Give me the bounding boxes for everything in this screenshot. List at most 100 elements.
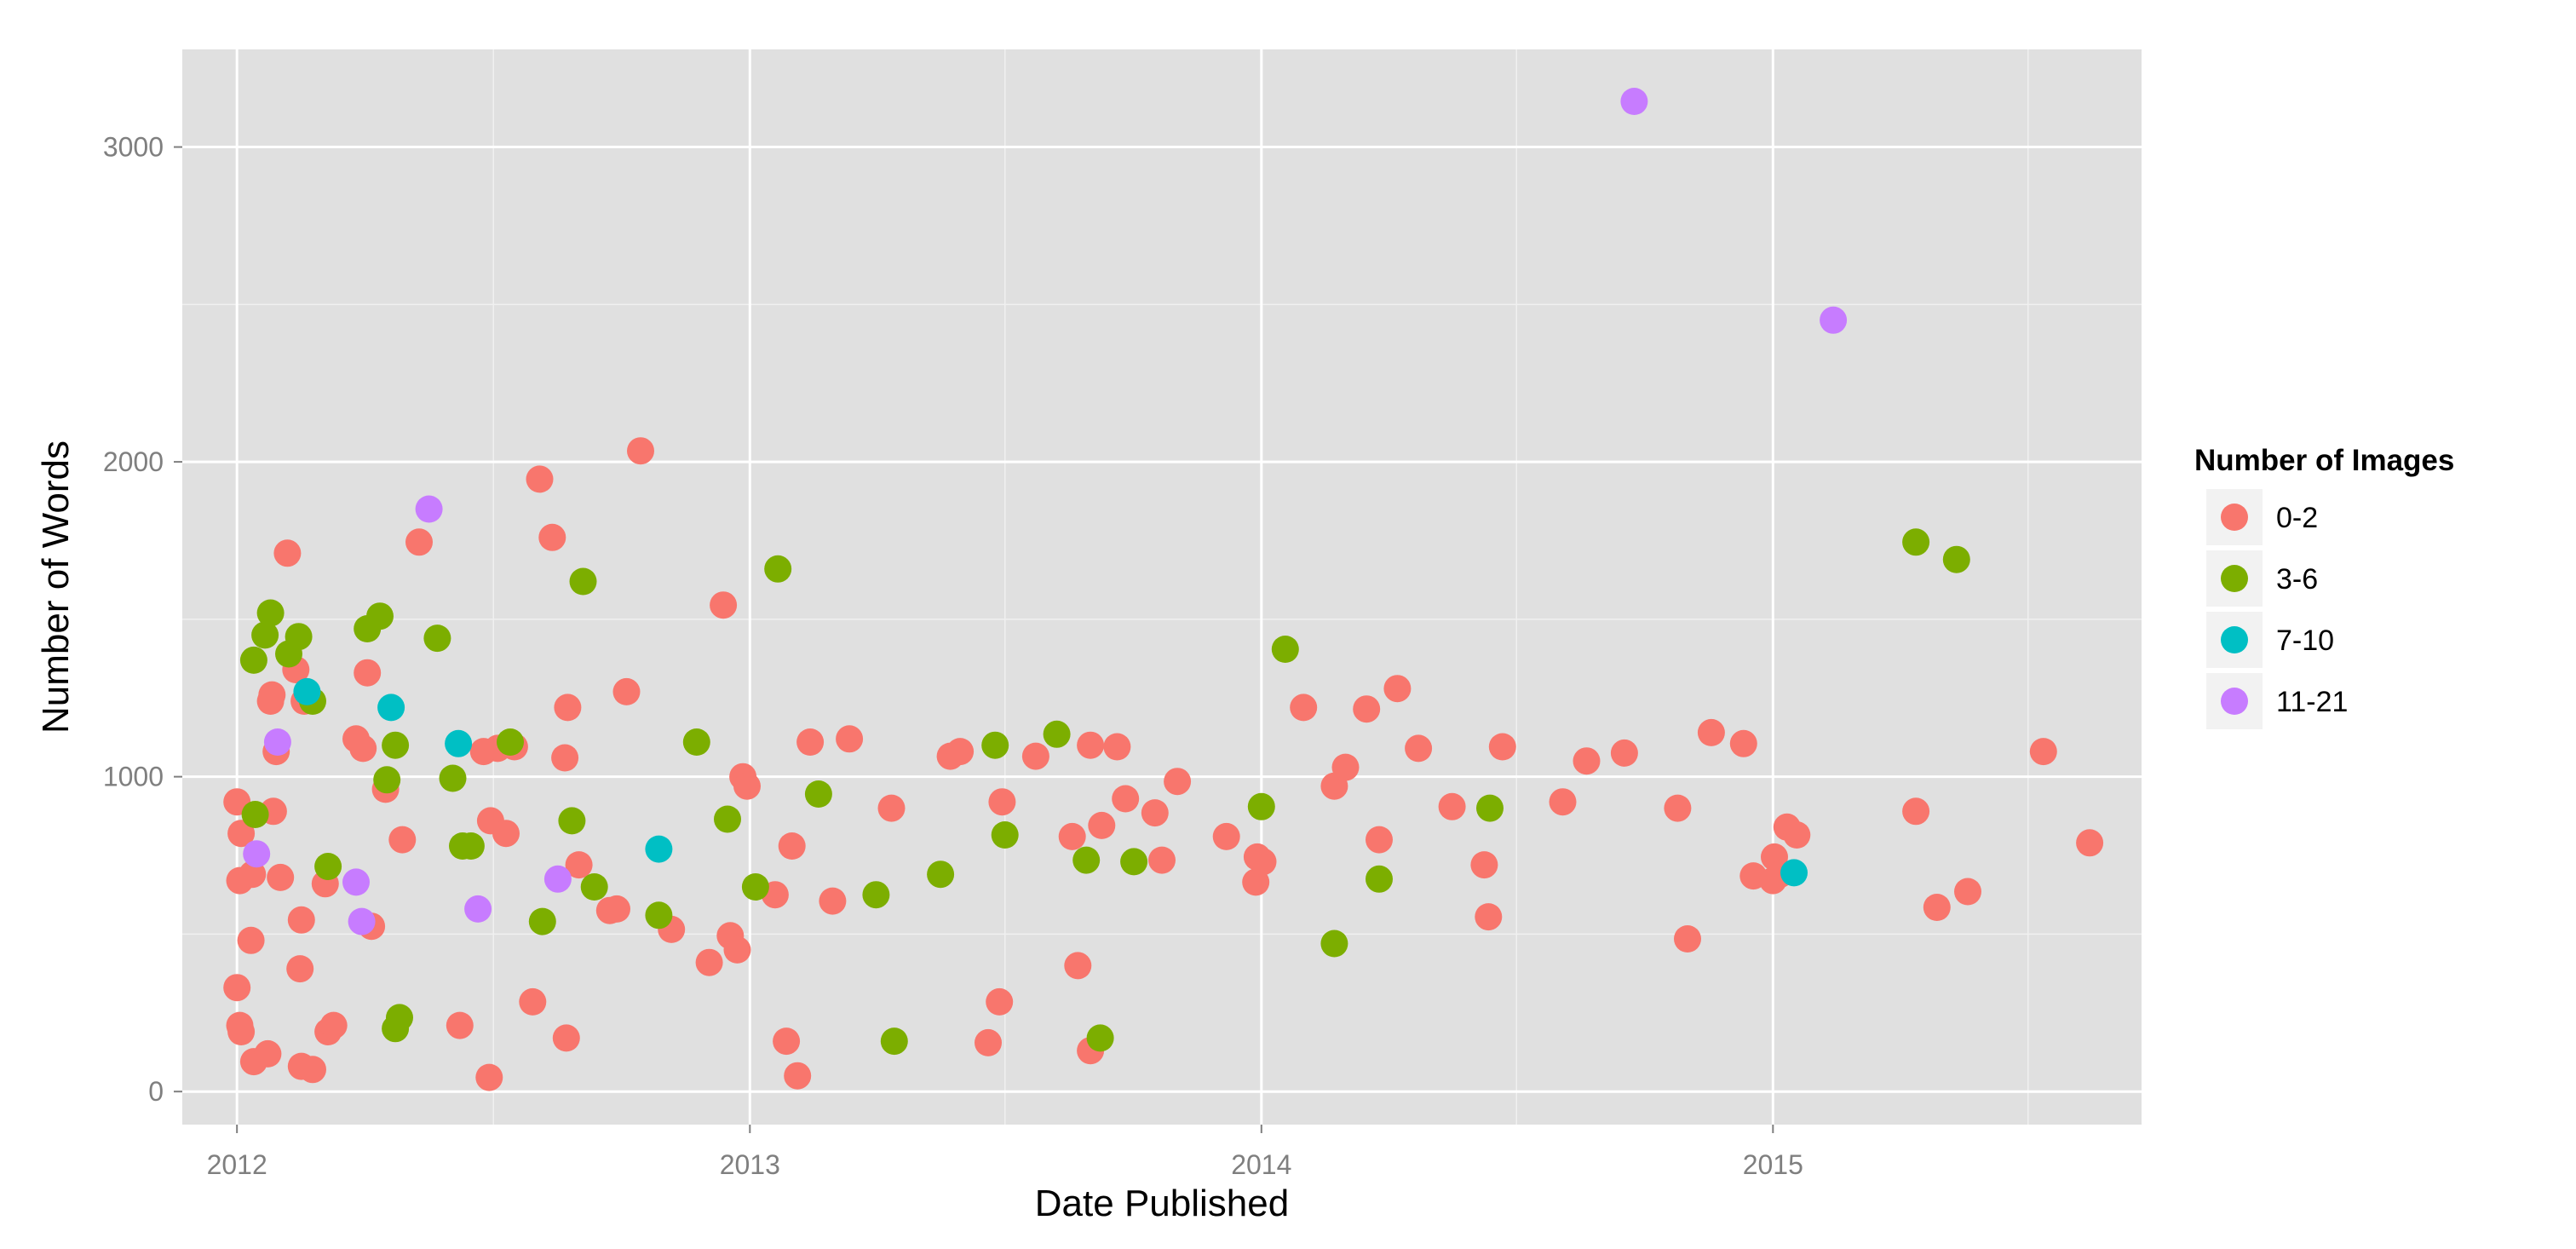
- data-point-0-2: [349, 734, 377, 763]
- data-point-3-6: [382, 731, 410, 759]
- data-point-0-2: [1470, 851, 1498, 879]
- data-point-7-10: [645, 835, 673, 863]
- data-point-11-21: [342, 868, 370, 896]
- data-point-3-6: [764, 555, 792, 583]
- data-point-0-2: [258, 681, 286, 709]
- data-point-0-2: [1331, 753, 1360, 781]
- data-point-0-2: [1249, 848, 1277, 876]
- data-point-3-6: [1902, 528, 1930, 556]
- data-point-3-6: [862, 881, 890, 909]
- legend-swatch-11-21: [2221, 688, 2248, 715]
- data-point-3-6: [682, 728, 710, 756]
- data-point-0-2: [319, 1011, 348, 1039]
- data-point-0-2: [1697, 718, 1725, 746]
- data-point-0-2: [223, 974, 251, 1002]
- data-point-0-2: [273, 539, 302, 567]
- data-point-0-2: [267, 863, 295, 891]
- data-point-0-2: [239, 860, 267, 889]
- data-point-3-6: [569, 567, 597, 596]
- data-point-0-2: [1923, 894, 1951, 921]
- data-point-0-2: [551, 744, 579, 772]
- data-point-0-2: [723, 935, 751, 964]
- data-point-0-2: [695, 948, 723, 976]
- data-point-3-6: [1247, 792, 1275, 820]
- data-point-0-2: [1353, 695, 1381, 723]
- data-point-3-6: [981, 731, 1009, 759]
- data-point-0-2: [877, 794, 906, 822]
- data-point-0-2: [1438, 792, 1466, 820]
- data-point-0-2: [552, 1024, 580, 1052]
- data-point-3-6: [1086, 1024, 1114, 1052]
- data-point-0-2: [1674, 925, 1701, 953]
- data-point-0-2: [1783, 821, 1811, 849]
- legend-items: 0-2 3-6 7-10 11-21: [2206, 489, 2348, 729]
- legend: Number of Images 0-2 3-6 7-10 11-21: [2194, 444, 2454, 729]
- data-point-0-2: [227, 820, 256, 848]
- data-point-0-2: [1902, 797, 1930, 826]
- data-point-0-2: [1164, 768, 1192, 796]
- data-point-0-2: [475, 1063, 503, 1091]
- data-point-0-2: [986, 987, 1014, 1016]
- legend-label-3-6: 3-6: [2276, 563, 2318, 596]
- data-point-0-2: [1488, 733, 1516, 761]
- data-point-0-2: [1212, 822, 1240, 850]
- data-point-3-6: [927, 860, 955, 889]
- data-point-0-2: [836, 725, 864, 753]
- data-points: [223, 88, 2104, 1091]
- legend-label-7-10: 7-10: [2276, 624, 2334, 657]
- y-tick-label: 1000: [103, 762, 164, 792]
- data-point-0-2: [1088, 811, 1116, 839]
- legend-label-11-21: 11-21: [2276, 686, 2348, 718]
- data-point-3-6: [645, 901, 673, 930]
- data-point-0-2: [287, 906, 315, 934]
- data-point-3-6: [439, 764, 467, 792]
- axis-ticks: [174, 146, 1774, 1133]
- data-point-11-21: [464, 895, 492, 923]
- data-point-3-6: [741, 873, 769, 901]
- minor-gridlines: [182, 49, 2142, 1125]
- data-point-3-6: [241, 801, 269, 828]
- data-point-0-2: [612, 677, 641, 705]
- data-point-0-2: [988, 788, 1016, 816]
- x-tick-label: 2014: [1231, 1149, 1291, 1180]
- data-point-0-2: [388, 826, 417, 854]
- legend-title: Number of Images: [2194, 444, 2454, 477]
- data-point-0-2: [1242, 868, 1270, 896]
- data-point-3-6: [991, 821, 1019, 849]
- data-point-0-2: [1383, 675, 1412, 703]
- data-point-0-2: [733, 772, 761, 800]
- major-gridlines: [182, 49, 2142, 1125]
- data-point-0-2: [1405, 734, 1433, 763]
- data-point-0-2: [565, 851, 593, 879]
- data-point-0-2: [1290, 694, 1318, 722]
- data-point-3-6: [1271, 636, 1299, 663]
- data-point-0-2: [796, 728, 825, 756]
- data-point-3-6: [256, 599, 285, 627]
- data-point-0-2: [773, 1027, 801, 1056]
- data-point-3-6: [239, 646, 267, 674]
- y-axis-title: Number of Words: [35, 440, 77, 734]
- data-point-0-2: [299, 1056, 326, 1084]
- data-point-0-2: [819, 887, 847, 915]
- data-point-0-2: [286, 955, 314, 983]
- data-point-0-2: [784, 1062, 812, 1090]
- data-point-11-21: [1620, 88, 1648, 115]
- data-point-11-21: [415, 495, 443, 523]
- data-point-0-2: [946, 738, 975, 766]
- data-point-0-2: [603, 895, 630, 923]
- data-point-0-2: [1573, 747, 1601, 775]
- data-point-3-6: [285, 623, 313, 651]
- legend-swatch-0-2: [2221, 504, 2248, 531]
- tick-labels: 2012 2013 2014 2015 0 1000 2000 3000: [103, 132, 1803, 1180]
- data-point-0-2: [1549, 788, 1577, 816]
- data-point-0-2: [1058, 822, 1086, 850]
- data-point-0-2: [1475, 903, 1503, 931]
- data-point-0-2: [354, 659, 382, 687]
- data-point-0-2: [710, 591, 738, 619]
- data-point-3-6: [580, 873, 608, 901]
- data-point-7-10: [445, 729, 473, 757]
- data-point-7-10: [293, 677, 321, 705]
- data-point-0-2: [1729, 729, 1757, 757]
- data-point-3-6: [558, 807, 586, 835]
- data-point-0-2: [1664, 794, 1692, 822]
